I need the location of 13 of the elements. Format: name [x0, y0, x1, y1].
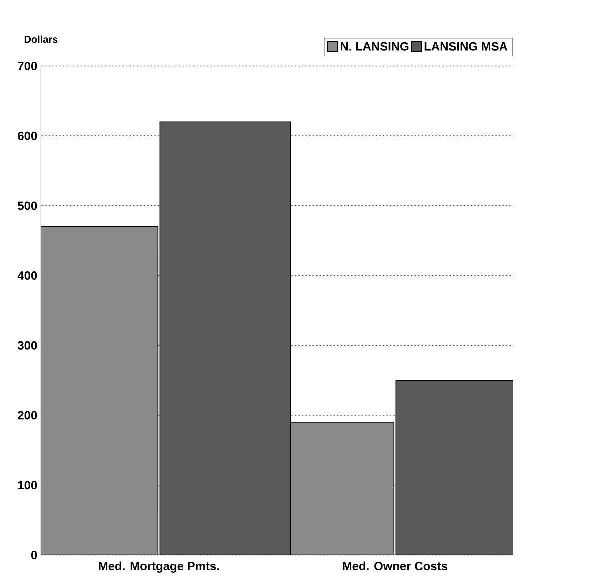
y-tick-label: 0	[31, 550, 38, 560]
y-tick-label: 600	[18, 132, 38, 140]
y-tick-label: 300	[18, 341, 38, 350]
x-tick-label: Med. Owner Costs	[343, 562, 448, 571]
y-tick-label: 400	[18, 272, 38, 280]
y-tick-label: 200	[18, 411, 38, 420]
y-tick-label: 700	[18, 62, 38, 70]
legend-label: LANSING MSA	[424, 42, 508, 51]
legend-label: N. LANSING	[340, 42, 409, 51]
y-axis-title: Dollars	[24, 36, 58, 44]
y-tick-label: 500	[18, 202, 38, 210]
y-tick-label: 100	[18, 481, 38, 490]
x-tick-label: Med. Mortgage Pmts.	[99, 562, 220, 573]
